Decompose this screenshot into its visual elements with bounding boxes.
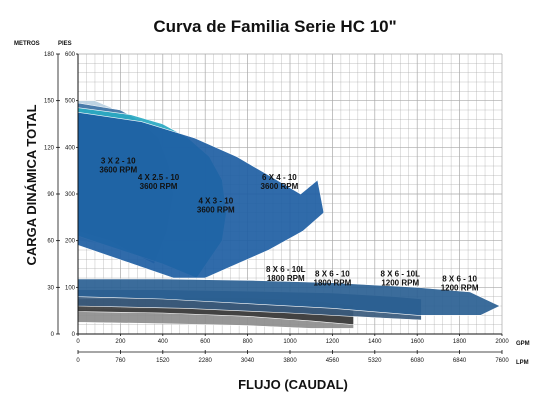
curve-label-line: 1200 RPM — [441, 283, 479, 292]
x-tick-lpm: 5320 — [368, 358, 382, 364]
x-tick-lpm: 2280 — [199, 358, 213, 364]
x-axis-title: FLUJO (CAUDAL) — [238, 377, 348, 392]
curve-label-line: 3600 RPM — [261, 182, 299, 191]
curve-label-line: 6 X 4 - 10 — [262, 173, 297, 182]
curve-label-line: 3 X 2 - 10 — [101, 157, 136, 166]
y-tick-pies: 500 — [65, 99, 76, 105]
curve-label-5: 8 X 6 - 10L 1800 RPM — [266, 265, 306, 283]
y-tick-metros: 30 — [47, 285, 54, 291]
x-tick-lpm: 760 — [115, 358, 126, 364]
x-tick-gpm: 200 — [115, 339, 126, 345]
curve-label-line: 8 X 6 - 10 — [442, 274, 477, 283]
x-tick-lpm: 1520 — [156, 358, 170, 364]
y-tick-metros: 90 — [47, 192, 54, 198]
x-tick-gpm: 1400 — [368, 339, 382, 345]
x-tick-gpm: 800 — [243, 339, 254, 345]
curve-label-line: 1800 RPM — [314, 279, 352, 288]
y-tick-metros: 180 — [44, 52, 55, 58]
y-tick-pies: 200 — [65, 239, 76, 245]
x-unit-primary: GPM — [516, 341, 530, 347]
curve-label-2: 4 X 2.5 - 10 3600 RPM — [138, 173, 180, 191]
curve-label-line: 4 X 2.5 - 10 — [138, 173, 180, 182]
y-unit-left: METROS — [14, 41, 40, 47]
curve-label-line: 8 X 6 - 10 — [315, 270, 350, 279]
y-unit-right: PIES — [58, 41, 72, 47]
y-tick-metros: 0 — [51, 332, 55, 338]
x-tick-lpm: 3800 — [283, 358, 297, 364]
x-tick-gpm: 1600 — [411, 339, 425, 345]
x-tick-lpm: 6840 — [453, 358, 467, 364]
x-tick-gpm: 1000 — [283, 339, 297, 345]
y-tick-metros: 120 — [44, 145, 55, 151]
y-axis-title: CARGA DINÁMICA TOTAL — [24, 104, 39, 265]
curve-label-line: 1200 RPM — [381, 279, 419, 288]
curve-label-line: 3600 RPM — [197, 205, 235, 214]
curve-label-1: 3 X 2 - 10 3600 RPM — [99, 157, 137, 175]
x-tick-gpm: 0 — [76, 339, 80, 345]
y-tick-metros: 150 — [44, 99, 55, 105]
y-tick-pies: 100 — [65, 285, 76, 291]
y-tick-pies: 400 — [65, 145, 76, 151]
x-tick-gpm: 2000 — [495, 339, 509, 345]
x-tick-gpm: 1200 — [326, 339, 340, 345]
curve-label-line: 3600 RPM — [99, 166, 137, 175]
pump-curves — [77, 100, 501, 329]
y-tick-pies: 0 — [72, 332, 76, 338]
curve-label-8: 8 X 6 - 10 1200 RPM — [441, 274, 479, 292]
curve-label-line: 8 X 6 - 10L — [380, 270, 420, 279]
curve-label-line: 8 X 6 - 10L — [266, 265, 306, 274]
y-tick-pies: 300 — [65, 192, 76, 198]
y-tick-pies: 600 — [65, 52, 76, 58]
curve-4 — [77, 111, 325, 279]
x-tick-lpm: 3040 — [241, 358, 255, 364]
x-tick-lpm: 4560 — [326, 358, 340, 364]
x-unit-secondary: LPM — [516, 360, 529, 366]
curve-label-line: 1800 RPM — [267, 274, 305, 283]
curve-label-line: 4 X 3 - 10 — [198, 196, 233, 205]
x-tick-lpm: 0 — [76, 358, 80, 364]
x-tick-gpm: 1800 — [453, 339, 467, 345]
curve-label-6: 8 X 6 - 10 1800 RPM — [314, 270, 352, 288]
x-tick-gpm: 400 — [158, 339, 169, 345]
x-tick-gpm: 600 — [200, 339, 211, 345]
curve-label-7: 8 X 6 - 10L 1200 RPM — [380, 270, 420, 288]
curve-label-line: 3600 RPM — [140, 182, 178, 191]
x-tick-lpm: 6080 — [411, 358, 425, 364]
x-tick-lpm: 7600 — [495, 358, 509, 364]
y-tick-metros: 60 — [47, 239, 54, 245]
curve-8 — [77, 278, 501, 316]
curve-label-3: 4 X 3 - 10 3600 RPM — [197, 196, 235, 214]
chart-title: Curva de Familia Serie HC 10" — [153, 17, 396, 36]
curve-label-4: 6 X 4 - 10 3600 RPM — [261, 173, 299, 191]
